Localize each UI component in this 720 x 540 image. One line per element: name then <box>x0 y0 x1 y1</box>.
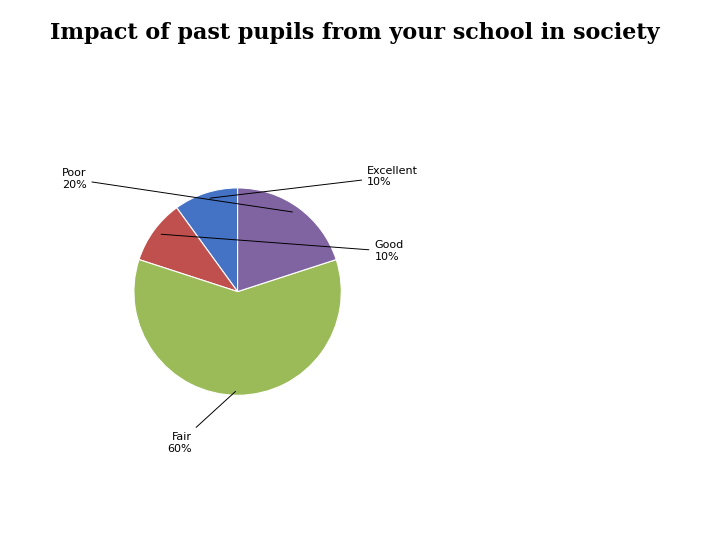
Text: Poor
20%: Poor 20% <box>62 168 292 212</box>
Wedge shape <box>134 260 341 395</box>
Wedge shape <box>238 188 336 292</box>
Text: Excellent
10%: Excellent 10% <box>210 166 418 198</box>
Text: Impact of past pupils from your school in society: Impact of past pupils from your school i… <box>50 22 660 44</box>
Wedge shape <box>176 188 238 292</box>
Text: Fair
60%: Fair 60% <box>167 392 235 454</box>
Text: Good
10%: Good 10% <box>161 234 404 262</box>
Wedge shape <box>139 208 238 292</box>
